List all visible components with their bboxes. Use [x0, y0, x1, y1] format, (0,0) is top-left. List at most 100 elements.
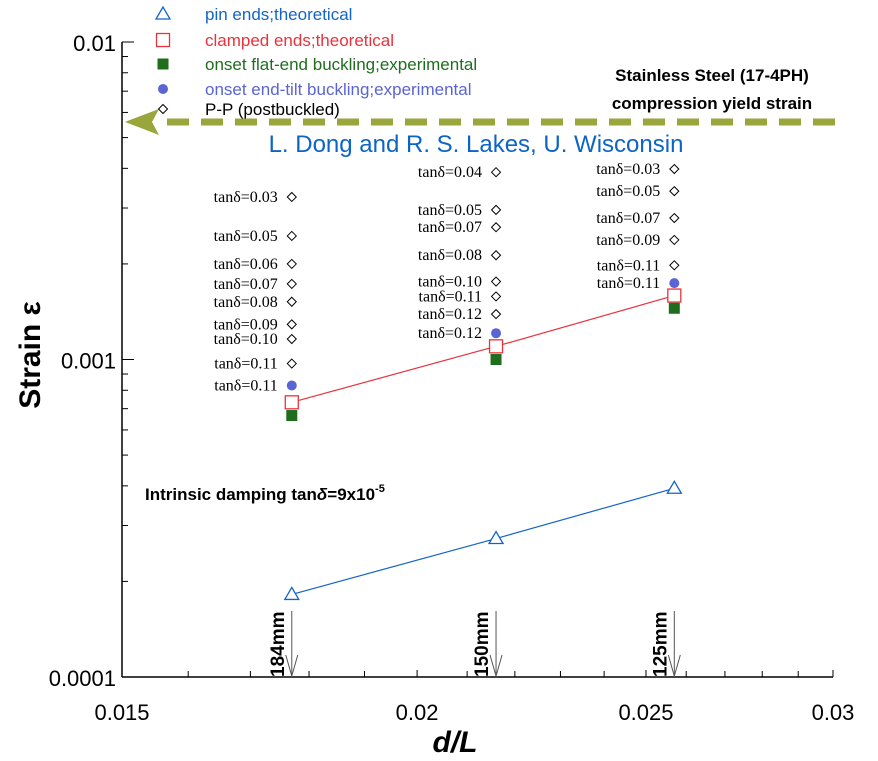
data-point [490, 291, 502, 302]
data-point [667, 288, 682, 303]
tan-delta-label: tanδ=0.03 [596, 161, 660, 178]
data-point [286, 358, 297, 369]
data-point [490, 250, 502, 261]
tan-delta-label: tanδ=0.07 [214, 276, 278, 293]
legend-label: onset end-tilt buckling;experimental [205, 80, 471, 99]
tan-delta-label: tanδ=0.08 [214, 294, 278, 311]
data-point [491, 328, 502, 339]
yield-arrow-head [125, 108, 159, 135]
yield-label-line2: compression yield strain [612, 94, 812, 113]
data-point [669, 260, 680, 271]
series-line [291, 487, 675, 596]
data-point [286, 333, 297, 345]
tan-delta-label: tanδ=0.05 [596, 183, 660, 200]
data-point [487, 530, 505, 545]
tan-delta-label: tanδ=0.07 [418, 219, 482, 236]
length-arrow-head [489, 654, 503, 678]
tan-delta-label: tanδ=0.05 [418, 202, 482, 219]
tan-delta-label: tanδ=0.12 [418, 306, 482, 323]
tan-delta-label: tanδ=0.09 [214, 316, 278, 333]
y-tick-label: 0.01 [73, 31, 116, 56]
data-point [669, 234, 680, 246]
length-arrow-head [667, 654, 681, 678]
annotations: Stainless Steel (17-4PH) compression yiel… [125, 66, 838, 678]
tan-delta-label: tanδ=0.07 [596, 210, 660, 227]
tan-delta-label: tanδ=0.10 [214, 331, 278, 348]
x-tick-label: 0.03 [812, 700, 855, 725]
data-point [286, 410, 298, 422]
data-point [490, 276, 502, 287]
tan-delta-label: tanδ=0.03 [214, 189, 278, 206]
tan-delta-label: tanδ=0.12 [418, 325, 482, 342]
data-point [283, 586, 300, 601]
tan-delta-label: tanδ=0.11 [597, 275, 661, 292]
series-4 [286, 163, 680, 369]
intrinsic-prefix: Intrinsic damping tan [145, 485, 317, 504]
y-tick-label: 0.0001 [49, 666, 116, 691]
x-axis-title: d/L [433, 726, 478, 759]
x-tick-label: 0.015 [94, 700, 149, 725]
legend-marker [155, 32, 171, 48]
data-point [286, 319, 297, 330]
series-line [291, 294, 675, 403]
length-arrow-head [285, 654, 299, 678]
legend-marker [158, 84, 168, 94]
data-point [286, 230, 297, 242]
tan-delta-label: tanδ=0.09 [596, 232, 660, 249]
data-point [490, 308, 502, 320]
credit-label: L. Dong and R. S. Lakes, U. Wisconsin [269, 131, 684, 158]
legend-marker [154, 5, 172, 20]
yield-label-line1: Stainless Steel (17-4PH) [615, 66, 809, 85]
intrinsic-delta: δ [317, 485, 328, 504]
tan-delta-label: tanδ=0.06 [214, 256, 278, 273]
data-point [490, 354, 502, 365]
data-point [669, 212, 680, 224]
tan-delta-label: tanδ=0.08 [418, 247, 482, 264]
data-point [669, 278, 680, 289]
legend-marker [157, 58, 169, 70]
intrinsic-exponent: -5 [375, 483, 385, 495]
tan-delta-label: tanδ=0.11 [419, 288, 483, 305]
tan-delta-label: tanδ=0.11 [214, 378, 278, 395]
length-label: 184mm [268, 612, 289, 678]
data-point [286, 258, 297, 270]
series-2 [286, 302, 680, 422]
legend-label: P-P (postbuckled) [205, 100, 340, 119]
data-point [284, 395, 299, 410]
series-3 [286, 278, 680, 391]
data-point [668, 302, 680, 314]
x-tick-label: 0.025 [618, 700, 673, 725]
data-point [286, 380, 297, 391]
tan-delta-label: tanδ=0.11 [597, 257, 661, 274]
legend-label: pin ends;theoretical [205, 5, 352, 24]
intrinsic-suffix: =9x10 [327, 485, 375, 504]
intrinsic-damping-label: Intrinsic damping tanδ=9x10-5 [145, 483, 385, 504]
legend-label: onset flat-end buckling;experimental [205, 55, 477, 74]
y-axis-title: Strain ε [14, 301, 47, 409]
tan-delta-label: tanδ=0.10 [418, 274, 482, 291]
data-point [286, 278, 297, 290]
y-tick-label: 0.001 [61, 349, 116, 374]
tan-delta-label: tanδ=0.05 [214, 228, 278, 245]
tan-delta-label: tanδ=0.04 [418, 164, 482, 181]
data-point [490, 222, 502, 233]
data-point [490, 166, 502, 178]
legend: pin ends;theoretical clamped ends;theoret… [154, 5, 477, 119]
data-point [669, 163, 680, 175]
data-point [286, 296, 297, 307]
ticks: 0.015 0.02 0.025 0.03 0.0001 0.001 0.01 [49, 31, 855, 725]
series-0 [283, 479, 683, 601]
length-label: 150mm [472, 612, 493, 678]
data-point [490, 204, 502, 216]
series-1 [284, 288, 682, 410]
legend-marker [157, 103, 169, 115]
data-point [488, 339, 504, 354]
data-point [666, 479, 683, 494]
legend-label: clamped ends;theoretical [205, 31, 394, 50]
data-point [669, 185, 680, 197]
x-tick-label: 0.02 [396, 700, 439, 725]
tan-delta-label: tanδ=0.11 [214, 356, 278, 373]
length-label: 125mm [650, 612, 671, 678]
data-point [286, 191, 297, 203]
